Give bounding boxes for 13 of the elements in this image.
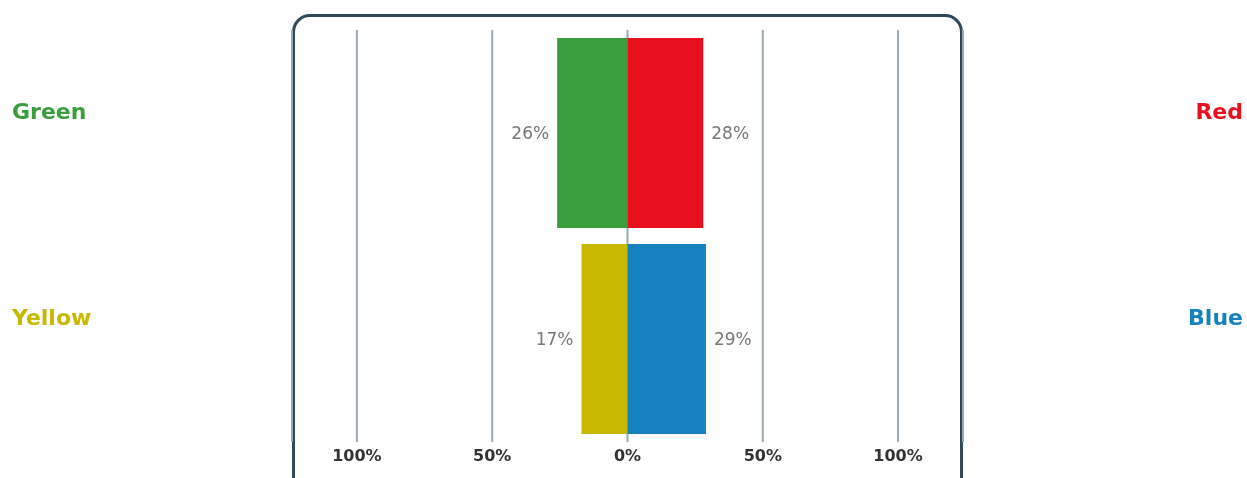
x-tick-label: 100% — [873, 446, 923, 466]
text: Yellow — [11, 305, 92, 330]
data-label: 26% — [511, 123, 550, 143]
text: Red — [1195, 99, 1243, 124]
data-label: 29% — [713, 329, 752, 349]
x-tick-label: 0% — [613, 446, 642, 466]
data-label: 28% — [711, 123, 750, 143]
x-tick-label: 100% — [332, 446, 382, 466]
text: Green — [12, 99, 87, 124]
data-label: 17% — [535, 329, 574, 349]
x-tick-label: 50% — [743, 446, 782, 466]
x-tick-label: 50% — [473, 446, 512, 466]
text: Blue — [1188, 305, 1243, 330]
